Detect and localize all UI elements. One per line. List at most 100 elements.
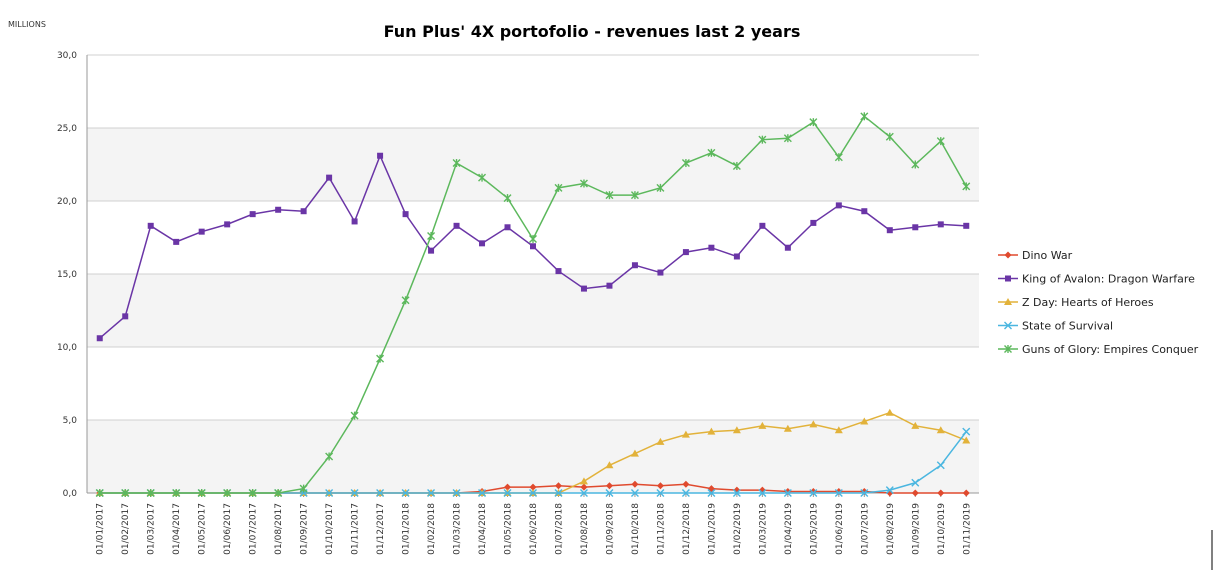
data-point-marker (681, 489, 690, 497)
x-tick-label: 01/06/2018 (529, 503, 539, 555)
data-point-marker (249, 211, 256, 218)
data-point-marker (937, 221, 944, 228)
x-tick-label: 01/08/2018 (580, 503, 590, 555)
marker-stroke (783, 489, 792, 497)
data-point-marker (630, 449, 639, 457)
marker-stroke (630, 489, 639, 497)
data-point-marker (1005, 275, 1011, 282)
data-point-marker (427, 489, 436, 497)
x-tick-label: 01/08/2019 (886, 503, 896, 555)
data-point-marker (885, 132, 894, 141)
marker-stroke (1004, 321, 1012, 330)
data-point-marker (860, 112, 869, 121)
x-tick-label: 01/07/2017 (249, 503, 259, 555)
data-point-marker (376, 489, 385, 497)
data-point-marker (911, 160, 920, 169)
data-point-marker (783, 134, 792, 143)
x-tick-label: 01/04/2019 (784, 503, 794, 555)
series-king-of-avalon-dragon-warfare (96, 152, 970, 342)
data-point-marker (197, 489, 206, 497)
x-tick-label: 01/05/2018 (504, 503, 514, 555)
data-point-marker (631, 262, 638, 269)
x-tick-label: 01/02/2018 (427, 503, 437, 555)
data-point-marker (707, 427, 716, 435)
data-point-marker (783, 489, 792, 497)
y-tick-label: 15,0 (57, 270, 77, 280)
data-point-marker (783, 424, 792, 432)
x-tick-label: 01/04/2018 (478, 503, 488, 555)
marker-stroke (529, 489, 537, 497)
data-point-marker (530, 243, 536, 250)
marker-stroke (860, 489, 869, 497)
data-point-marker (834, 426, 843, 434)
plot-band (87, 55, 979, 128)
data-point-marker (504, 483, 512, 491)
marker-stroke (579, 489, 588, 497)
data-point-marker (453, 222, 460, 229)
x-tick-label: 01/03/2017 (147, 503, 157, 555)
plot-band (87, 274, 979, 347)
x-tick-label: 01/11/2017 (351, 503, 361, 555)
data-point-marker (198, 228, 205, 235)
x-tick-label: 01/12/2017 (376, 503, 386, 555)
legend-entry: King of Avalon: Dragon Warfare (998, 273, 1195, 286)
data-point-marker (732, 489, 741, 497)
data-point-marker (911, 489, 919, 497)
data-point-marker (478, 173, 487, 182)
data-point-marker (936, 426, 945, 434)
data-point-marker (810, 219, 817, 226)
data-point-marker (886, 227, 893, 234)
data-point-marker (173, 238, 180, 245)
x-tick-label: 01/03/2019 (758, 503, 768, 555)
data-point-marker (479, 240, 486, 247)
x-tick-label: 01/01/2018 (402, 503, 412, 555)
data-point-marker (682, 480, 690, 488)
data-point-marker (428, 247, 435, 254)
y-axis-ticks: 0,0 5,0 10,0 15,0 20,0 25,0 30,0 (57, 51, 77, 499)
data-point-marker (503, 194, 512, 203)
data-point-marker (401, 489, 410, 497)
data-point-marker (631, 480, 639, 488)
marker-stroke (554, 489, 563, 497)
data-point-marker (834, 153, 843, 162)
legend-entry: Guns of Glory: Empires Conquer (998, 343, 1199, 356)
data-point-marker (707, 148, 716, 157)
data-point-marker (529, 489, 537, 497)
data-point-marker (605, 489, 614, 497)
data-point-marker (732, 161, 741, 170)
data-point-marker (732, 426, 741, 434)
x-tick-label: 01/04/2017 (172, 503, 182, 555)
data-point-marker (835, 202, 842, 209)
marker-stroke (503, 489, 512, 497)
data-point-marker (656, 489, 665, 497)
data-point-marker (963, 222, 970, 229)
data-point-marker (630, 191, 639, 200)
x-tick-label: 01/09/2018 (605, 503, 615, 555)
data-point-marker (656, 437, 665, 445)
data-point-marker (657, 269, 664, 276)
legend: Dino War King of Avalon: Dragon Warfare Z … (998, 249, 1199, 356)
data-point-marker (885, 408, 894, 416)
data-point-marker (860, 417, 869, 425)
plot-band (87, 347, 979, 420)
data-point-marker (529, 483, 537, 491)
data-point-marker (401, 296, 410, 305)
data-point-marker (681, 430, 690, 438)
marker-stroke (732, 489, 741, 497)
y-tick-label: 20,0 (57, 197, 77, 207)
data-point-marker (579, 489, 588, 497)
x-tick-label: 01/07/2018 (554, 503, 564, 555)
marker-stroke (605, 489, 614, 497)
data-point-marker (758, 135, 767, 144)
data-point-marker (529, 234, 537, 243)
marker-stroke (325, 489, 334, 497)
data-point-marker (656, 183, 665, 192)
marker-stroke (809, 489, 818, 497)
x-tick-label: 01/07/2019 (860, 503, 870, 555)
data-point-marker (885, 486, 894, 495)
data-point-marker (376, 354, 385, 363)
y-tick-label: 0,0 (63, 489, 78, 499)
data-point-marker (299, 484, 308, 493)
marker-stroke (936, 461, 945, 470)
marker-stroke (376, 489, 385, 497)
